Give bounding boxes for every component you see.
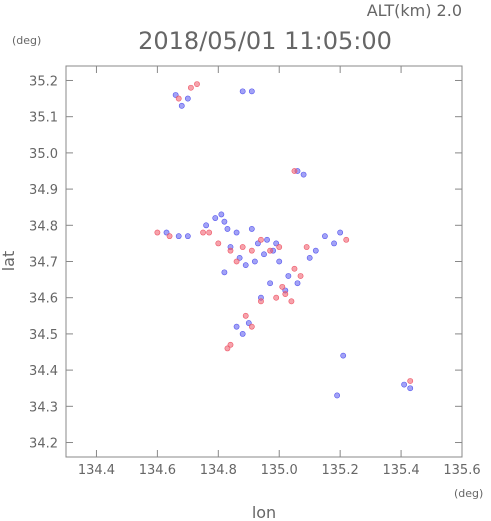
blue-echo-point [267, 280, 273, 287]
blue-echo-point [407, 385, 414, 392]
red-echo-point [227, 247, 234, 254]
y-tick-label: 35.1 [29, 111, 58, 126]
red-echo-point [273, 294, 280, 301]
red-echo-point [239, 244, 246, 250]
red-echo-point [343, 236, 350, 243]
y-tick-label: 34.8 [29, 219, 58, 234]
blue-echo-point [322, 233, 328, 240]
red-echo-point [224, 345, 231, 352]
y-axis-label: lat [0, 251, 18, 272]
blue-echo-point [184, 95, 191, 102]
y-axis-ticks: 34.2 34.3 34.4 34.5 34.6 34.7 34.8 34.9 35.0 35.1… [29, 74, 462, 452]
red-echo-point [279, 283, 286, 290]
data-points [154, 81, 414, 399]
x-tick-label: 134.6 [139, 463, 176, 478]
red-echo-point [194, 81, 200, 88]
blue-echo-point [172, 92, 179, 98]
x-tick-label: 135.0 [261, 463, 298, 478]
blue-echo-point [276, 258, 283, 265]
y-axis-unit: (deg) [12, 34, 41, 47]
red-echo-point [248, 323, 255, 330]
red-echo-point [282, 291, 289, 297]
red-echo-point [233, 258, 240, 265]
x-tick-label: 135.2 [322, 463, 359, 478]
blue-echo-point [236, 254, 243, 261]
blue-echo-point [212, 215, 219, 221]
red-echo-point [187, 84, 194, 91]
red-echo-point [242, 312, 249, 319]
red-echo-point [258, 298, 264, 305]
blue-echo-point [175, 233, 182, 240]
red-echo-point [154, 229, 161, 236]
red-echo-point [288, 298, 295, 305]
blue-echo-point [203, 222, 210, 229]
blue-echo-point [163, 229, 170, 236]
blue-echo-point [264, 236, 270, 243]
blue-echo-point [340, 352, 347, 359]
red-echo-point [291, 168, 298, 174]
y-tick-label: 34.6 [29, 292, 58, 307]
altitude-label: ALT(km) 2.0 [367, 1, 462, 20]
blue-echo-point [255, 240, 261, 247]
x-axis-label: lon [252, 503, 276, 521]
blue-echo-point [233, 229, 240, 236]
x-tick-label: 134.4 [78, 463, 115, 478]
blue-echo-point [273, 240, 280, 247]
y-tick-label: 34.9 [29, 183, 58, 198]
blue-echo-point [401, 381, 408, 388]
blue-echo-point [334, 392, 341, 399]
blue-echo-point [261, 251, 267, 258]
blue-echo-point [294, 280, 301, 287]
blue-echo-point [251, 258, 258, 265]
red-echo-point [267, 247, 273, 254]
y-tick-label: 34.3 [29, 400, 58, 415]
red-echo-point [227, 341, 234, 348]
red-echo-point [258, 236, 264, 243]
x-tick-label: 135.6 [443, 463, 480, 478]
y-tick-label: 34.7 [29, 256, 58, 271]
y-tick-label: 35.2 [29, 74, 58, 89]
red-echo-point [215, 240, 222, 247]
blue-echo-point [242, 262, 249, 269]
red-echo-point [407, 378, 414, 384]
blue-echo-point [306, 254, 313, 261]
red-echo-point [297, 273, 304, 279]
blue-echo-point [248, 226, 255, 232]
blue-echo-point [239, 331, 246, 337]
blue-echo-point [178, 102, 185, 109]
red-echo-point [291, 265, 298, 272]
red-echo-point [276, 244, 283, 250]
red-echo-point [303, 244, 310, 250]
red-echo-point [206, 229, 213, 236]
red-echo-point [248, 247, 255, 254]
y-tick-label: 34.4 [29, 364, 58, 379]
blue-echo-point [233, 323, 240, 330]
chart-title: 2018/05/01 11:05:00 [138, 27, 392, 55]
blue-echo-point [312, 247, 319, 254]
blue-echo-point [331, 240, 337, 247]
blue-echo-point [300, 171, 307, 178]
blue-echo-point [245, 320, 252, 326]
blue-echo-point [337, 229, 344, 236]
y-tick-label: 34.2 [29, 437, 58, 452]
blue-echo-point [224, 226, 231, 232]
x-axis-ticks: 134.4 134.6 134.8 135.0 135.2 135.4 135.6 [78, 66, 481, 478]
red-echo-point [166, 233, 173, 240]
y-tick-label: 35.0 [29, 147, 58, 162]
blue-echo-point [239, 88, 246, 95]
blue-echo-point [248, 88, 255, 95]
x-axis-unit: (deg) [454, 487, 483, 500]
x-tick-label: 134.8 [200, 463, 237, 478]
red-echo-point [175, 95, 182, 102]
blue-echo-point [285, 273, 292, 279]
y-tick-label: 34.5 [29, 328, 58, 343]
blue-echo-point [184, 233, 191, 240]
x-tick-label: 135.4 [382, 463, 419, 478]
blue-echo-point [221, 269, 228, 276]
blue-echo-point [218, 211, 225, 218]
plot-frame [65, 65, 463, 458]
blue-echo-point [221, 218, 228, 225]
red-echo-point [200, 229, 206, 236]
